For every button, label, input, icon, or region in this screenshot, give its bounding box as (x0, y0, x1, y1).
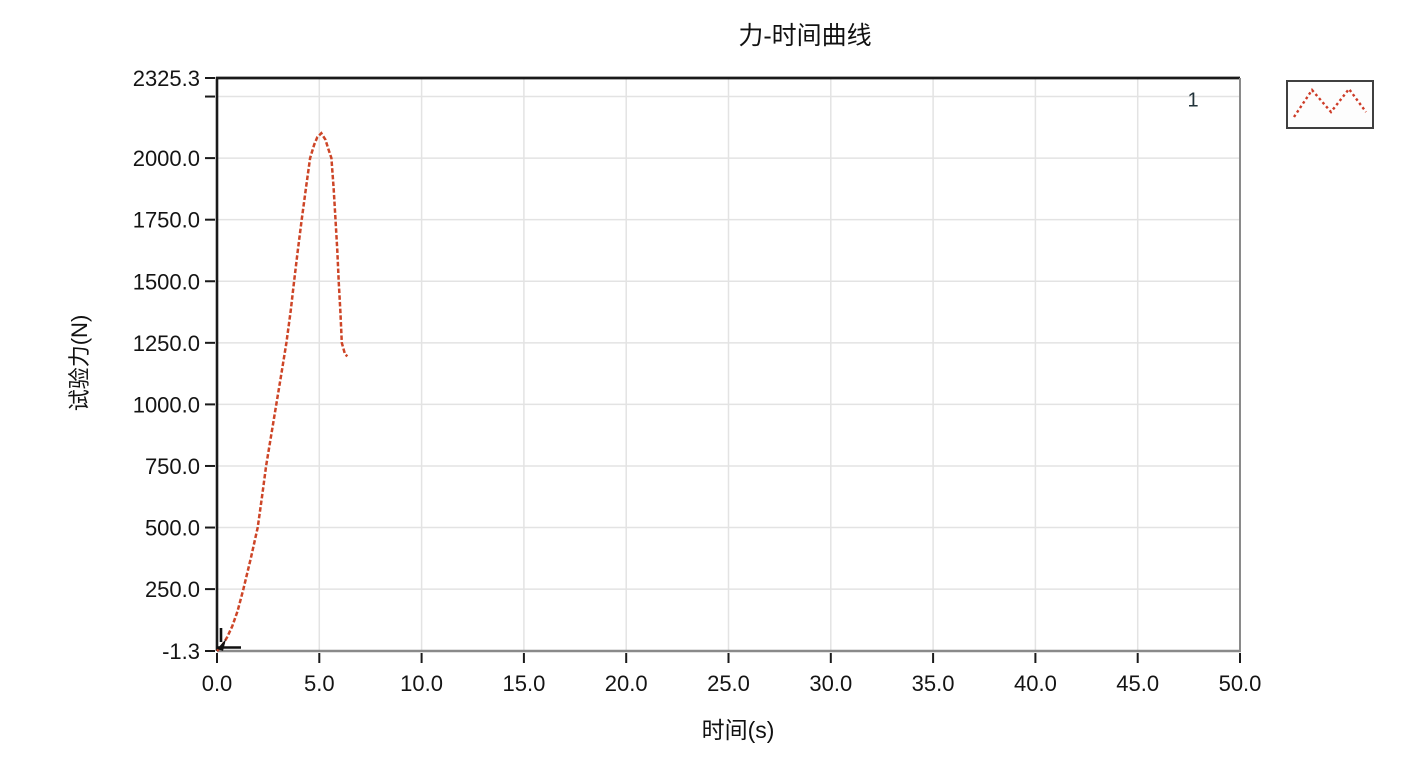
plot-border (215, 76, 1241, 653)
y-tick-labels: -1.3 250.0 500.0 750.0 1000.0 1250.0 1500.0 175… (133, 66, 200, 664)
svg-text:2325.3: 2325.3 (133, 66, 200, 91)
svg-text:2000.0: 2000.0 (133, 146, 200, 171)
svg-text:20.0: 20.0 (605, 671, 648, 696)
svg-text:-1.3: -1.3 (162, 639, 200, 664)
svg-text:1500.0: 1500.0 (133, 269, 200, 294)
chart-title: 力-时间曲线 (738, 22, 872, 50)
y-axis-title: 试验力(N) (67, 314, 92, 412)
svg-text:50.0: 50.0 (1219, 671, 1262, 696)
svg-text:15.0: 15.0 (502, 671, 545, 696)
force-curve (216, 131, 349, 652)
svg-text:45.0: 45.0 (1116, 671, 1159, 696)
svg-text:5.0: 5.0 (304, 671, 335, 696)
svg-text:250.0: 250.0 (145, 577, 200, 602)
svg-text:750.0: 750.0 (145, 454, 200, 479)
legend-box[interactable] (1286, 80, 1374, 129)
svg-text:1250.0: 1250.0 (133, 331, 200, 356)
series-line-icon (1293, 87, 1367, 118)
series-number-label: 1 (1187, 89, 1199, 112)
x-tick-labels: 0.0 5.0 10.0 15.0 20.0 25.0 30.0 35.0 40.0 45.0 50… (202, 671, 1262, 696)
svg-text:500.0: 500.0 (145, 516, 200, 541)
svg-text:35.0: 35.0 (912, 671, 955, 696)
origin-cursor-marker (217, 628, 241, 651)
x-ticks (216, 653, 1241, 663)
svg-text:10.0: 10.0 (400, 671, 443, 696)
svg-text:40.0: 40.0 (1014, 671, 1057, 696)
y-ticks (205, 77, 215, 652)
svg-text:0.0: 0.0 (202, 671, 233, 696)
svg-text:25.0: 25.0 (707, 671, 750, 696)
gridlines (217, 78, 1240, 651)
x-axis-title: 时间(s) (701, 717, 775, 743)
svg-text:1000.0: 1000.0 (133, 392, 200, 417)
series-1-path (216, 131, 349, 652)
svg-text:1750.0: 1750.0 (133, 208, 200, 233)
svg-text:30.0: 30.0 (809, 671, 852, 696)
